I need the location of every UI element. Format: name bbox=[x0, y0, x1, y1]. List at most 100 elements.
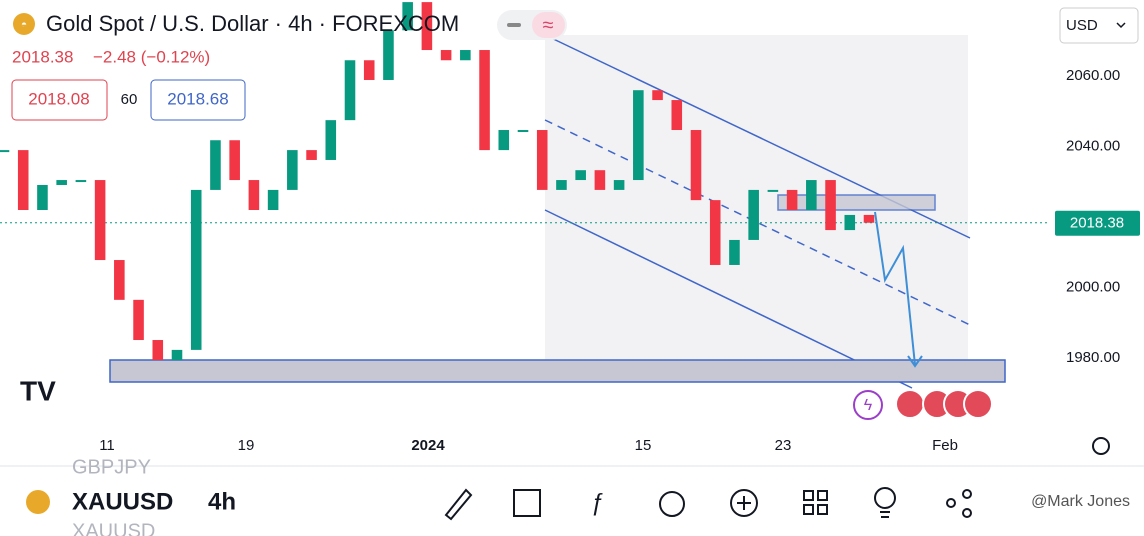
flag bbox=[963, 389, 993, 419]
event-flags[interactable] bbox=[895, 389, 993, 419]
candle bbox=[325, 120, 337, 160]
candle bbox=[114, 260, 125, 300]
candle bbox=[517, 130, 529, 133]
candle bbox=[748, 189, 759, 240]
support-zone bbox=[109, 359, 1006, 383]
candle bbox=[363, 60, 375, 80]
candle bbox=[421, 2, 433, 51]
y-tick-label: 1980.00 bbox=[1066, 349, 1120, 366]
draw-tool[interactable] bbox=[444, 488, 473, 521]
x-tick-label: 23 bbox=[775, 437, 792, 454]
y-tick-label: 2040.00 bbox=[1066, 138, 1120, 155]
symbol[interactable]: XAUUSD bbox=[72, 488, 173, 515]
add[interactable] bbox=[730, 489, 758, 517]
symbol-logo bbox=[26, 490, 50, 514]
interval[interactable]: 4h bbox=[208, 488, 236, 515]
candle bbox=[152, 340, 164, 361]
prev-symbol: GBPJPY bbox=[72, 456, 151, 478]
candle bbox=[863, 214, 875, 223]
candle bbox=[344, 60, 356, 121]
layout bbox=[817, 504, 828, 515]
candle bbox=[229, 140, 240, 181]
last-price-label: 2018.38 bbox=[1070, 215, 1124, 232]
candle bbox=[190, 189, 202, 350]
x-tick-label: 19 bbox=[238, 437, 255, 454]
candle bbox=[37, 184, 48, 210]
candle bbox=[709, 200, 721, 265]
logo bbox=[13, 13, 35, 35]
candle bbox=[633, 90, 644, 181]
currency: USD bbox=[1066, 17, 1098, 34]
candle bbox=[844, 214, 856, 231]
candle bbox=[287, 150, 298, 190]
candles bbox=[0, 2, 875, 361]
candle bbox=[133, 299, 144, 341]
chevron bbox=[1116, 22, 1126, 29]
share[interactable] bbox=[946, 498, 956, 508]
candle bbox=[210, 140, 221, 190]
tv-logo: TV bbox=[20, 375, 56, 406]
candle bbox=[479, 50, 490, 151]
candle bbox=[825, 180, 836, 231]
candle bbox=[613, 180, 625, 190]
toggle-a bbox=[507, 23, 521, 27]
event-flash[interactable] bbox=[853, 390, 883, 420]
candle bbox=[267, 189, 279, 210]
toolbar: ƒ bbox=[444, 487, 972, 521]
y-tick-label: 2000.00 bbox=[1066, 278, 1120, 295]
candle bbox=[171, 349, 183, 361]
ask-box[interactable] bbox=[150, 79, 246, 121]
candle bbox=[575, 170, 586, 181]
candle bbox=[498, 130, 510, 151]
candle bbox=[594, 170, 606, 190]
candle bbox=[56, 180, 67, 185]
candle bbox=[17, 150, 29, 210]
x-tick-label: 15 bbox=[635, 437, 652, 454]
bid-box[interactable] bbox=[11, 79, 108, 121]
currency-select[interactable] bbox=[1059, 7, 1139, 44]
candle bbox=[556, 180, 567, 190]
bid: 2018.08 bbox=[28, 89, 89, 108]
candle bbox=[806, 180, 817, 210]
candle bbox=[671, 100, 683, 131]
flash-icon: ϟ bbox=[864, 397, 873, 414]
candle bbox=[383, 30, 394, 80]
candle bbox=[306, 150, 317, 160]
change: −2.48 (−0.12%) bbox=[93, 47, 210, 66]
y-tick-label: 2060.00 bbox=[1066, 67, 1120, 84]
candle bbox=[75, 180, 87, 183]
channel-mid bbox=[544, 119, 971, 326]
candle bbox=[786, 189, 798, 210]
object-tree[interactable] bbox=[513, 489, 541, 517]
candle bbox=[729, 239, 740, 265]
flag bbox=[895, 389, 925, 419]
layout bbox=[817, 490, 828, 501]
ideas-base bbox=[880, 511, 890, 518]
next-symbol: XAUUSD bbox=[72, 520, 155, 536]
candle bbox=[460, 50, 471, 61]
candle bbox=[94, 180, 106, 261]
add-plus bbox=[737, 496, 751, 510]
layout[interactable] bbox=[803, 490, 814, 501]
candle bbox=[536, 130, 548, 190]
ideas[interactable] bbox=[874, 487, 896, 509]
spread: 60 bbox=[121, 91, 138, 108]
alert[interactable] bbox=[659, 491, 685, 517]
settings[interactable] bbox=[1092, 437, 1110, 455]
title: Gold Spot / U.S. Dollar · 4h · FOREXCOM bbox=[46, 11, 459, 36]
watermark: @Mark Jones bbox=[1031, 493, 1130, 510]
share bbox=[962, 508, 972, 518]
channel-bottom bbox=[544, 209, 913, 389]
candle bbox=[440, 50, 452, 61]
candle bbox=[0, 150, 10, 153]
candle bbox=[690, 130, 702, 201]
ask: 2018.68 bbox=[167, 89, 228, 108]
logo-glyph: ◓ bbox=[21, 20, 27, 31]
candle bbox=[767, 189, 779, 192]
last-price: 2018.38 bbox=[12, 47, 73, 66]
projection-arrow bbox=[874, 211, 923, 368]
x-tick-label: 11 bbox=[99, 437, 115, 454]
resistance-zone bbox=[777, 194, 936, 211]
indicators[interactable]: ƒ bbox=[591, 489, 604, 516]
